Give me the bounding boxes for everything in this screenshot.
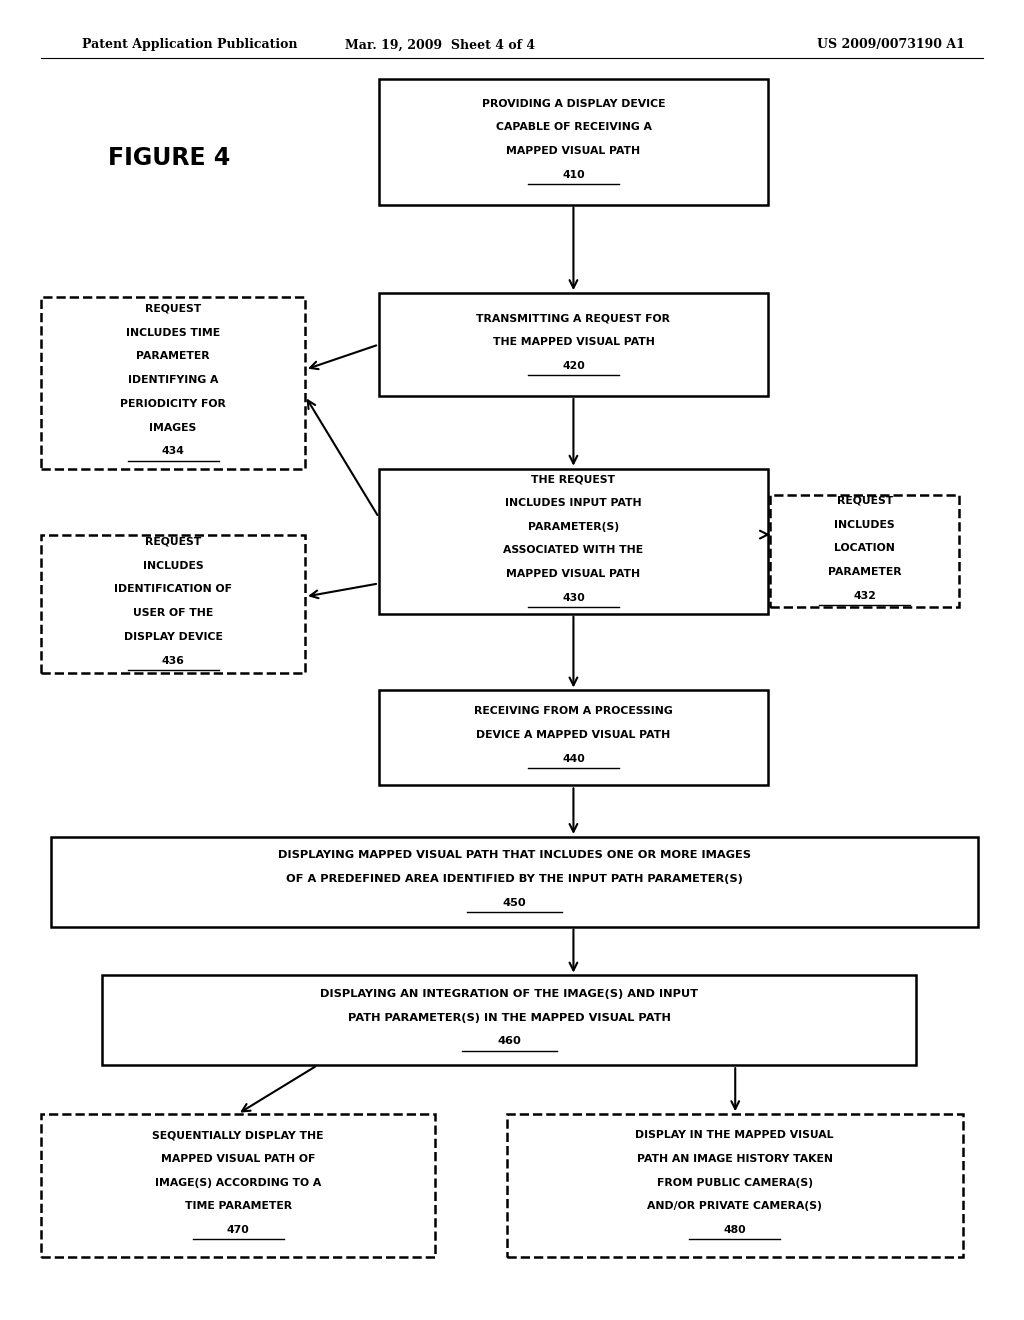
Text: 440: 440 [562,754,585,764]
Text: ASSOCIATED WITH THE: ASSOCIATED WITH THE [504,545,643,556]
Text: REQUEST: REQUEST [145,537,201,546]
Text: 420: 420 [562,360,585,371]
Text: IMAGE(S) ACCORDING TO A: IMAGE(S) ACCORDING TO A [155,1177,322,1188]
Bar [102,975,916,1065]
Text: IDENTIFYING A: IDENTIFYING A [128,375,218,385]
Text: PROVIDING A DISPLAY DEVICE: PROVIDING A DISPLAY DEVICE [481,99,666,108]
Text: MAPPED VISUAL PATH OF: MAPPED VISUAL PATH OF [161,1154,315,1164]
Text: USER OF THE: USER OF THE [133,609,213,618]
Text: PATH PARAMETER(S) IN THE MAPPED VISUAL PATH: PATH PARAMETER(S) IN THE MAPPED VISUAL P… [348,1012,671,1023]
Text: DISPLAY DEVICE: DISPLAY DEVICE [124,632,222,642]
Text: FROM PUBLIC CAMERA(S): FROM PUBLIC CAMERA(S) [656,1177,813,1188]
Text: MAPPED VISUAL PATH: MAPPED VISUAL PATH [507,569,640,579]
Bar [41,297,305,469]
Text: 434: 434 [162,446,184,457]
Text: PARAMETER: PARAMETER [828,568,901,577]
Text: MAPPED VISUAL PATH: MAPPED VISUAL PATH [507,147,640,156]
Text: PARAMETER: PARAMETER [136,351,210,362]
Text: DISPLAY IN THE MAPPED VISUAL: DISPLAY IN THE MAPPED VISUAL [636,1130,834,1140]
Text: THE REQUEST: THE REQUEST [531,474,615,484]
Text: 460: 460 [498,1036,521,1047]
Text: CAPABLE OF RECEIVING A: CAPABLE OF RECEIVING A [496,123,651,132]
Text: OF A PREDEFINED AREA IDENTIFIED BY THE INPUT PATH PARAMETER(S): OF A PREDEFINED AREA IDENTIFIED BY THE I… [286,874,743,884]
Text: LOCATION: LOCATION [835,544,895,553]
Text: 410: 410 [562,170,585,180]
Text: REQUEST: REQUEST [145,304,201,314]
Text: DISPLAYING MAPPED VISUAL PATH THAT INCLUDES ONE OR MORE IMAGES: DISPLAYING MAPPED VISUAL PATH THAT INCLU… [279,850,751,861]
Text: FIGURE 4: FIGURE 4 [108,147,230,170]
Text: SEQUENTIALLY DISPLAY THE: SEQUENTIALLY DISPLAY THE [153,1130,324,1140]
Text: 470: 470 [226,1225,250,1236]
Text: PERIODICITY FOR: PERIODICITY FOR [120,399,226,409]
Text: 450: 450 [503,898,526,908]
Text: 436: 436 [162,656,184,665]
Text: 430: 430 [562,593,585,603]
Text: REQUEST: REQUEST [837,496,893,506]
Text: IMAGES: IMAGES [150,422,197,433]
Text: AND/OR PRIVATE CAMERA(S): AND/OR PRIVATE CAMERA(S) [647,1201,822,1212]
Text: INCLUDES INPUT PATH: INCLUDES INPUT PATH [505,498,642,508]
Bar [507,1114,963,1257]
Bar [379,469,768,614]
Text: INCLUDES: INCLUDES [835,520,895,529]
Text: DEVICE A MAPPED VISUAL PATH: DEVICE A MAPPED VISUAL PATH [476,730,671,741]
Text: THE MAPPED VISUAL PATH: THE MAPPED VISUAL PATH [493,337,654,347]
Text: US 2009/0073190 A1: US 2009/0073190 A1 [817,38,965,51]
Bar [51,837,978,927]
Text: PARAMETER(S): PARAMETER(S) [528,521,618,532]
Bar [41,535,305,673]
Text: INCLUDES: INCLUDES [142,561,204,570]
Text: TIME PARAMETER: TIME PARAMETER [184,1201,292,1212]
Text: TRANSMITTING A REQUEST FOR: TRANSMITTING A REQUEST FOR [476,313,671,323]
Bar [379,690,768,785]
Bar [379,79,768,205]
Bar [770,495,959,607]
Text: 432: 432 [853,591,877,601]
Bar [379,293,768,396]
Text: IDENTIFICATION OF: IDENTIFICATION OF [114,585,232,594]
Text: Mar. 19, 2009  Sheet 4 of 4: Mar. 19, 2009 Sheet 4 of 4 [345,38,536,51]
Text: Patent Application Publication: Patent Application Publication [82,38,297,51]
Bar [41,1114,435,1257]
Text: DISPLAYING AN INTEGRATION OF THE IMAGE(S) AND INPUT: DISPLAYING AN INTEGRATION OF THE IMAGE(S… [321,989,698,999]
Text: RECEIVING FROM A PROCESSING: RECEIVING FROM A PROCESSING [474,706,673,717]
Text: INCLUDES TIME: INCLUDES TIME [126,327,220,338]
Text: PATH AN IMAGE HISTORY TAKEN: PATH AN IMAGE HISTORY TAKEN [637,1154,833,1164]
Text: 480: 480 [723,1225,746,1236]
